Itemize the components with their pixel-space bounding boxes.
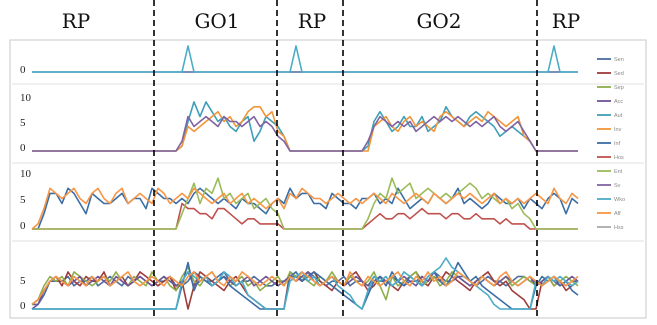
series-line-panel4-aff (31, 271, 579, 306)
phase-label-rp-3: RP (552, 9, 581, 33)
legend-label-acc: Acc (614, 99, 623, 105)
series-line-panel3-inf (32, 187, 579, 230)
legend: Sen Sed Sep Acc Aut Inv Inf Hos Ent Sv Wko Aff Hss (597, 57, 625, 231)
panel-3-tick-10: 10 (20, 168, 32, 180)
phase-label-rp-1: RP (62, 9, 91, 33)
legend-label-sen: Sen (614, 57, 624, 63)
legend-label-aut: Aut (614, 113, 623, 119)
series-line-panel1-wko (32, 45, 578, 73)
panel-4-tick-5: 5 (20, 275, 26, 287)
series-line-panel3-aff (31, 187, 579, 230)
panel-3-tick-5: 5 (20, 194, 26, 206)
legend-label-inf: Inf (614, 141, 621, 147)
legend-label-aff: Aff (614, 211, 621, 217)
legend-label-sed: Sed (614, 71, 624, 77)
legend-label-hos: Hos (614, 155, 624, 161)
panel-2-tick-5: 5 (20, 117, 26, 129)
legend-label-hss: Hss (614, 225, 624, 231)
series-line-panel4-wko (32, 257, 579, 310)
phase-label-go1: GO1 (194, 9, 239, 33)
legend-label-sv: Sv (614, 183, 621, 189)
panel-1-tick-0: 0 (20, 64, 26, 76)
legend-label-sep: Sep (614, 85, 624, 91)
series-line-panel3-ent (32, 177, 578, 230)
legend-label-ent: Ent (614, 169, 623, 175)
legend-label-wko: Wko (614, 197, 625, 203)
panel-3-tick-0: 0 (20, 220, 26, 232)
series-line-panel2-sv (32, 115, 578, 152)
phase-label-rp-2: RP (298, 9, 327, 33)
phase-label-go2: GO2 (416, 9, 461, 33)
panel-2-tick-10: 10 (20, 92, 32, 104)
panel-4-tick-0: 0 (20, 300, 26, 312)
legend-label-inv: Inv (614, 127, 622, 133)
panel-2-tick-0: 0 (20, 142, 26, 154)
series-lines (12, 45, 644, 310)
